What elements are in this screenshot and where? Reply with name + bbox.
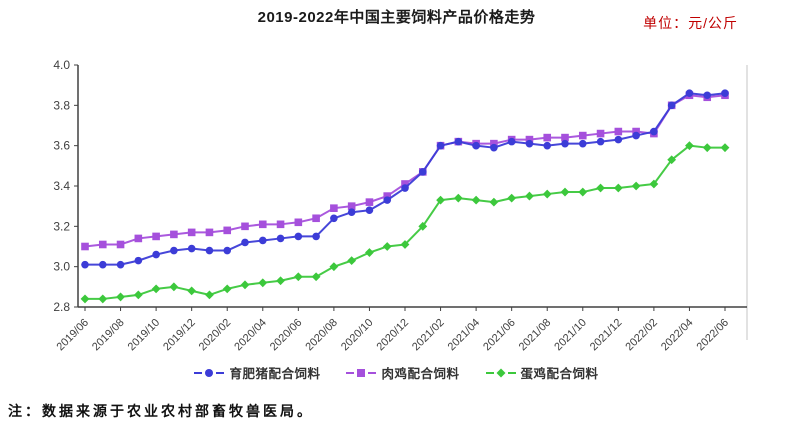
svg-text:2020/10: 2020/10 (339, 317, 376, 354)
line-circle-marker-icon (194, 368, 225, 377)
svg-text:2020/08: 2020/08 (303, 317, 340, 354)
svg-text:3.4: 3.4 (53, 179, 70, 193)
price-trend-line-chart: 2.83.03.23.43.63.84.02019/062019/082019/… (53, 58, 748, 354)
svg-text:3.6: 3.6 (53, 139, 70, 153)
svg-text:2020/04: 2020/04 (232, 317, 269, 354)
svg-text:2021/08: 2021/08 (517, 317, 554, 354)
svg-text:2021/04: 2021/04 (446, 317, 483, 354)
svg-text:3.2: 3.2 (53, 219, 70, 233)
legend-label: 育肥猪配合饲料 (229, 367, 321, 381)
svg-text:3.8: 3.8 (53, 98, 70, 112)
svg-text:2020/12: 2020/12 (375, 317, 412, 354)
legend-item-layer-feed: 蛋鸡配合饲料 (485, 363, 599, 382)
chart-legend: 育肥猪配合饲料 肉鸡配合饲料 蛋鸡配合饲料 (0, 363, 793, 382)
unit-label: 单位：元/公斤 (643, 15, 738, 31)
legend-label: 蛋鸡配合饲料 (520, 367, 599, 381)
svg-text:2021/12: 2021/12 (588, 317, 625, 354)
legend-item-pig-feed: 育肥猪配合饲料 (194, 363, 320, 382)
svg-text:2022/02: 2022/02 (623, 317, 660, 354)
svg-text:2020/06: 2020/06 (268, 317, 305, 354)
line-diamond-marker-icon (485, 368, 516, 377)
svg-text:2019/06: 2019/06 (55, 317, 92, 354)
chart-title: 2019-2022年中国主要饲料产品价格走势 (257, 9, 536, 26)
svg-text:2019/12: 2019/12 (161, 317, 198, 354)
legend-label: 肉鸡配合饲料 (381, 367, 460, 381)
svg-text:2022/04: 2022/04 (659, 317, 696, 354)
svg-text:2.8: 2.8 (53, 300, 70, 314)
svg-text:4.0: 4.0 (53, 58, 70, 72)
svg-text:2019/08: 2019/08 (90, 317, 127, 354)
svg-text:3.0: 3.0 (53, 260, 70, 274)
svg-text:2020/02: 2020/02 (197, 317, 234, 354)
svg-text:2021/06: 2021/06 (481, 317, 518, 354)
source-footnote: 注：数据来源于农业农村部畜牧兽医局。 (8, 405, 314, 420)
svg-text:2021/02: 2021/02 (410, 317, 447, 354)
svg-text:2019/10: 2019/10 (126, 317, 163, 354)
legend-item-broiler-feed: 肉鸡配合饲料 (346, 363, 459, 382)
line-square-marker-icon (346, 368, 377, 377)
svg-text:2021/10: 2021/10 (552, 317, 589, 354)
svg-text:2022/06: 2022/06 (695, 317, 732, 354)
